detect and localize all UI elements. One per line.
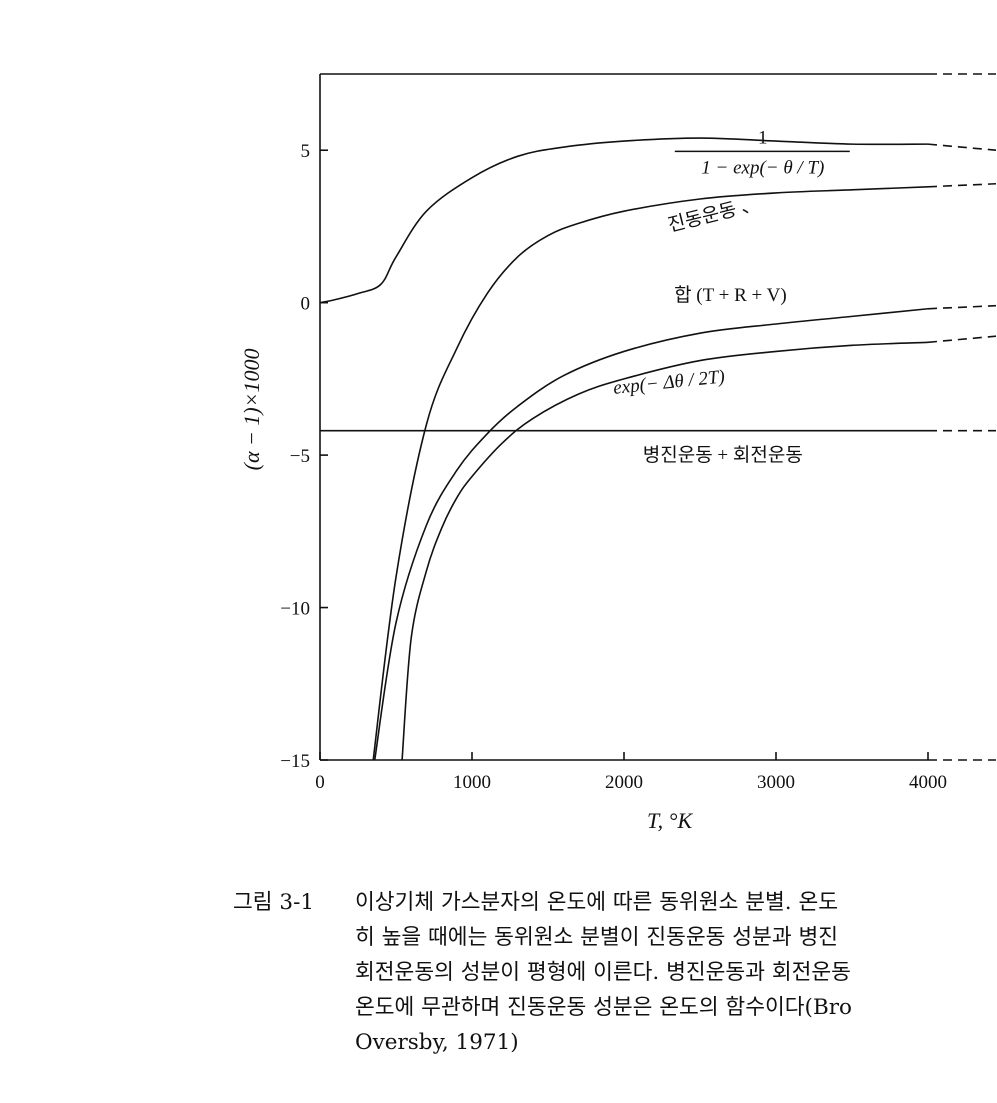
y-tick-label: −5 [290, 446, 310, 467]
caption-line: 히 높을 때에는 동위원소 분별이 진동운동 성분과 병진 [355, 925, 839, 950]
caption-line: 회전운동의 성분이 평형에 이른다. 병진운동과 회전운동 [355, 960, 851, 985]
series-line-2 [373, 307, 929, 761]
isotope-fractionation-chart: 0 1000 2000 3000 4000 5 0 −5 −10 −15 1 1 − exp(− θ… [239, 73, 997, 833]
dashed-extension [927, 335, 997, 344]
series-lines [319, 137, 929, 761]
caption-label: 그림 3-1 [233, 890, 315, 915]
x-tick-label: 0 [315, 772, 325, 793]
caption-line: 이상기체 가스분자의 온도에 따른 동위원소 분별. 온도 [355, 890, 839, 915]
fraction-numerator: 1 [758, 127, 768, 148]
x-axis-title: T, °K [647, 808, 693, 833]
series-line-0 [319, 137, 929, 304]
fraction-denominator: 1 − exp(− θ / T) [701, 157, 824, 178]
caption-line: Oversby, 1971) [355, 1030, 519, 1055]
dashed-extension [927, 182, 997, 188]
plot-frame [319, 73, 928, 761]
curve-label: 합 (T + R + V) [674, 284, 787, 306]
series-line-1 [372, 186, 929, 761]
x-tick-label: 2000 [605, 772, 643, 793]
dashed-extension [927, 304, 997, 310]
caption-text: 이상기체 가스분자의 온도에 따른 동위원소 분별. 온도 히 높을 때에는 동… [355, 885, 852, 1060]
x-tick-label: 4000 [909, 772, 947, 793]
x-tick-label: 3000 [757, 772, 795, 793]
curve-label: 병진운동 + 회전운동 [643, 444, 803, 466]
curve-label: exp(− Δθ / 2T) [612, 366, 726, 399]
caption-line: 온도에 무관하며 진동운동 성분은 온도의 함수이다(Bro [355, 995, 852, 1020]
y-tick-label: 0 [301, 294, 311, 315]
dashed-extension [927, 143, 997, 152]
y-tick-label: −15 [280, 751, 310, 772]
y-tick-label: 5 [301, 141, 311, 162]
y-tick-label: −10 [280, 599, 310, 620]
curve-label: 진동운동 、 [666, 193, 762, 237]
curve-annotations: 1 1 − exp(− θ / T) 진동운동 、 합 (T + R + V) exp(… [612, 127, 850, 466]
series-line-3 [401, 341, 929, 761]
y-axis-title: (α − 1)×1000 [239, 348, 264, 470]
x-tick-label: 1000 [453, 772, 491, 793]
axis-ticks: 0 1000 2000 3000 4000 5 0 −5 −10 −15 [280, 141, 947, 793]
dashed-extensions [927, 73, 997, 761]
